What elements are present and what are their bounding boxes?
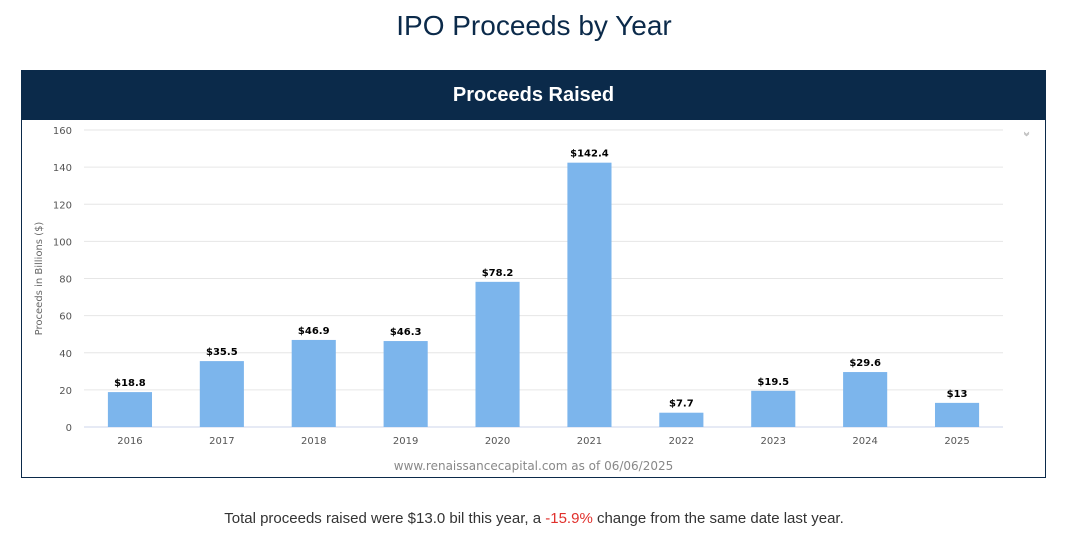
summary-text-before: Total proceeds raised were $13.0 bil thi… <box>224 510 546 527</box>
x-tick-label: 2024 <box>852 436 877 447</box>
x-tick-label: 2021 <box>577 436 602 447</box>
data-label: $46.3 <box>390 327 422 338</box>
y-tick-label: 160 <box>53 126 72 137</box>
bar-2021 <box>567 162 612 428</box>
y-tick-label: 20 <box>59 386 72 397</box>
y-axis-title: Proceeds in Billions ($) <box>34 222 45 336</box>
x-tick-label: 2019 <box>393 436 418 447</box>
data-label: $35.5 <box>206 347 238 358</box>
data-label: $29.6 <box>849 358 881 369</box>
x-tick-label: 2018 <box>301 436 326 447</box>
x-tick-label: 2020 <box>485 436 510 447</box>
data-label: $7.7 <box>669 399 694 410</box>
y-tick-label: 80 <box>59 275 72 286</box>
y-tick-label: 60 <box>59 312 72 323</box>
bar-2018 <box>291 339 336 427</box>
y-tick-label: 120 <box>53 200 72 211</box>
bar-2020 <box>475 281 520 427</box>
chart-panel: Proceeds Raised ›› 0 20 40 60 80 100 120 140 160… <box>21 70 1046 478</box>
summary-text-after: change from the same date last year. <box>592 510 844 527</box>
y-tick-label: 140 <box>53 163 72 174</box>
x-tick-label: 2017 <box>209 436 234 447</box>
data-label: $142.4 <box>570 149 609 160</box>
bar-2016 <box>107 392 153 427</box>
x-tick-label: 2023 <box>761 436 786 447</box>
page-title: IPO Proceeds by Year <box>396 10 672 41</box>
data-label: $78.2 <box>482 268 514 279</box>
bar-2024 <box>843 372 888 427</box>
data-label: $46.9 <box>298 326 330 337</box>
y-tick-label: 100 <box>53 237 72 248</box>
change-percent: -15.9% <box>545 510 593 527</box>
data-label: $19.5 <box>757 377 789 388</box>
x-tick-label: 2016 <box>117 436 142 447</box>
bar-2022 <box>659 412 704 427</box>
panel-header: Proceeds Raised <box>22 71 1045 120</box>
bar-2023 <box>751 390 796 427</box>
data-label: $18.8 <box>114 378 146 389</box>
bar-chart: 0 20 40 60 80 100 120 140 160 Proceeds in Billion… <box>34 126 1003 473</box>
y-tick-label: 40 <box>59 349 72 360</box>
y-tick-label: 0 <box>66 423 72 434</box>
chart-credit: www.renaissancecapital.com as of 06/06/2… <box>394 459 673 473</box>
bar-2019 <box>383 341 428 427</box>
bar-2025 <box>934 402 980 427</box>
summary-text: Total proceeds raised were $13.0 bil thi… <box>0 510 1068 527</box>
bar-2017 <box>199 361 244 427</box>
x-tick-label: 2025 <box>944 436 969 447</box>
data-label: $13 <box>947 389 968 400</box>
x-tick-label: 2022 <box>669 436 694 447</box>
